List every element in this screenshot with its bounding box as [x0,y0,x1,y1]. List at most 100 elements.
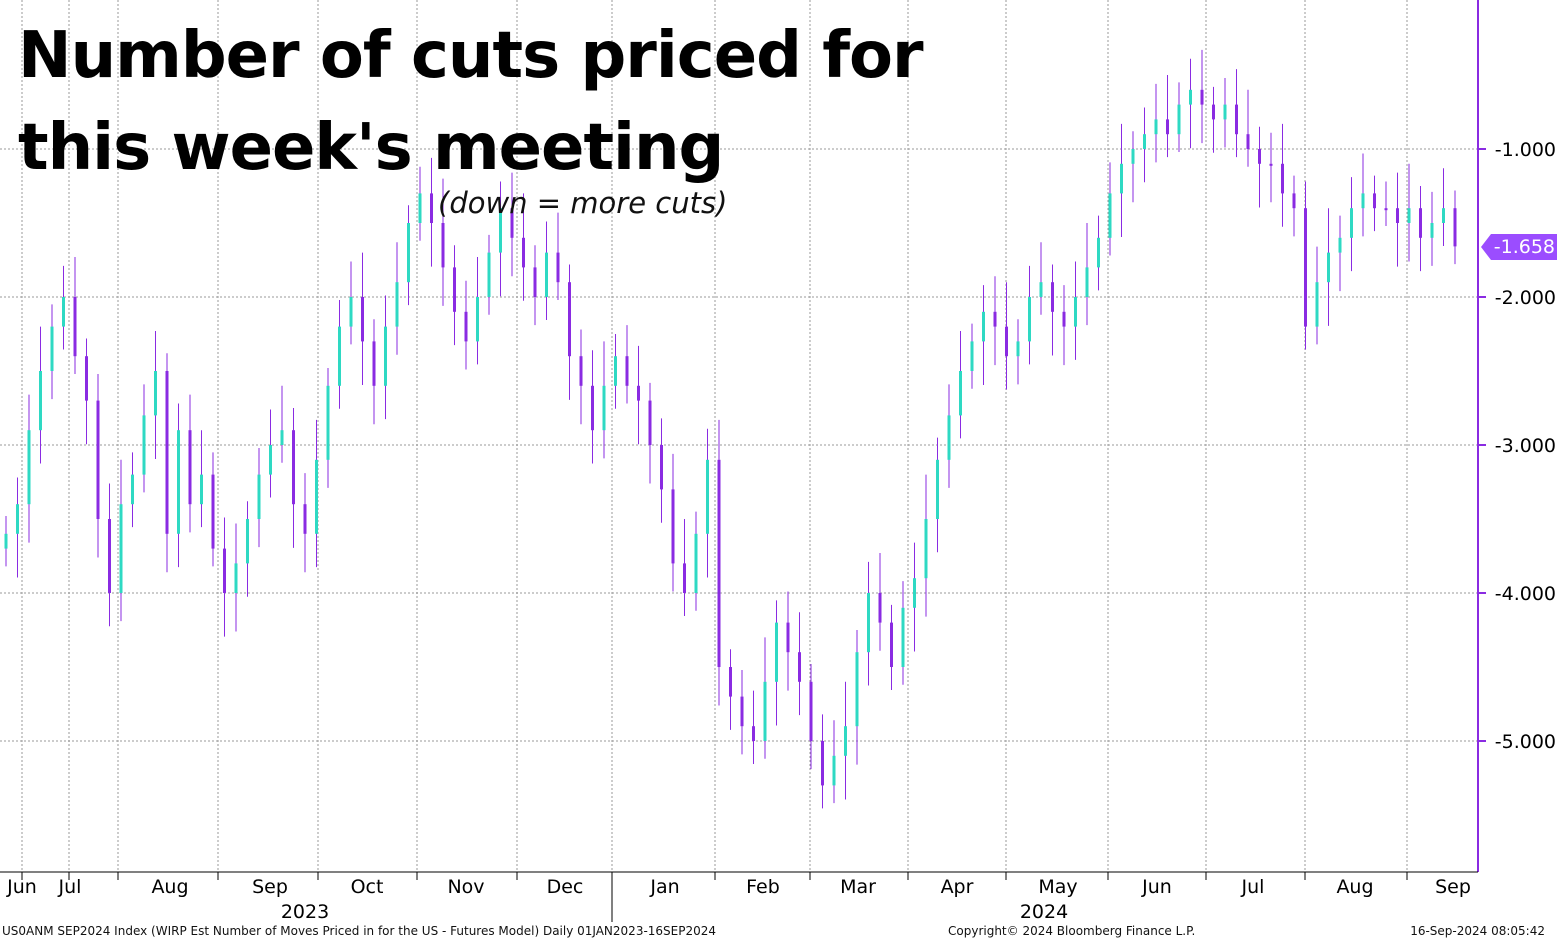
candle-body [280,430,284,445]
candle-body [637,385,640,401]
candle-body [706,459,709,534]
candle-body [1396,208,1399,223]
x-year-label: 2023 [281,901,329,923]
candle-body [303,504,307,534]
candle-body [1350,208,1353,238]
y-tick-label: -5.000 [1495,731,1556,753]
candle-body [924,519,928,579]
chart-subtitle: (down = more cuts) [438,186,728,220]
candle-body [855,652,859,727]
candle-body [579,356,583,386]
candle-body [1373,193,1376,209]
candle-body [740,696,744,727]
candle-body [1085,267,1089,297]
candle-body [982,311,985,342]
candle-body [901,607,905,667]
x-month-label: Mar [840,876,876,898]
y-tick-label: -1.000 [1495,139,1556,161]
candle-body [602,385,606,431]
candle-body [786,622,790,653]
candle-body [487,252,491,297]
candle-body [694,533,698,593]
candle-body [775,622,778,682]
candle-body [200,474,203,505]
candle-body [683,563,686,593]
grid-lines [0,0,1478,872]
candle-body [96,400,100,519]
candle-body [131,474,134,505]
candle-body [1062,311,1066,327]
candle-body [1028,297,1031,342]
candlesticks [4,49,1457,809]
chart-title: Number of cuts priced for this week's me… [18,19,924,185]
candle-body [844,726,847,756]
candle-body [16,504,19,534]
candle-body [510,208,514,238]
candle-body [211,474,215,549]
candle-body [154,371,157,416]
candle-body [407,223,410,283]
candle-body [246,519,249,564]
candle-body [234,563,238,593]
candle-body [1338,237,1342,253]
candle-body [729,667,732,697]
x-month-label: May [1038,876,1077,898]
candle-body [476,297,479,342]
x-year-label: 2024 [1020,901,1068,923]
candle-body [1154,119,1158,135]
candle-body [648,400,652,445]
candle-body [73,297,77,357]
candle-body [165,371,169,534]
x-month-label: Jun [6,876,37,898]
candle-body [349,297,353,327]
candle-body [177,430,180,534]
candle-body [464,311,468,342]
x-month-label: Aug [151,876,188,898]
candle-body [418,193,422,223]
last-value-label: -1.658 [1481,234,1557,260]
candle-body [1189,89,1192,105]
candle-body [970,341,974,371]
candle-body [568,282,571,357]
candle-body [878,593,882,623]
candle-body [269,445,272,475]
candle-body [1177,104,1181,135]
candle-body [50,326,54,371]
candle-body [832,755,836,786]
candle-body [4,533,8,549]
candle-body [257,474,261,519]
candle-body [1166,119,1169,135]
candle-body [1407,208,1411,223]
x-month-label: Sep [1435,876,1471,898]
candle-body [798,652,801,682]
candle-body [1327,252,1330,283]
candle-body [1419,208,1422,238]
candle-body [614,356,617,386]
x-month-label: Aug [1336,876,1373,898]
x-month-label: Oct [351,876,384,898]
x-month-label: Apr [941,876,974,898]
candle-body [1361,193,1365,209]
candle-body [1384,208,1388,211]
x-month-label: Dec [547,876,584,898]
candle-body [821,741,824,786]
candle-body [533,267,537,297]
candle-body [1212,104,1215,120]
candle-body [372,341,376,386]
candle-body [1430,223,1434,238]
candle-body [441,223,445,268]
x-month-label: Nov [447,876,484,898]
candle-body [315,459,318,534]
candle-body [1097,237,1100,268]
candle-body [1200,89,1204,105]
candle-body [223,548,226,593]
candle-body [108,519,111,593]
candle-body [867,593,870,653]
candle-body [384,326,387,386]
candle-body [660,445,663,490]
candle-body [809,681,813,741]
candle-body [591,385,594,431]
footer-source: US0ANM SEP2024 Index (WIRP Est Number of… [2,924,717,938]
candle-body [1039,282,1043,297]
